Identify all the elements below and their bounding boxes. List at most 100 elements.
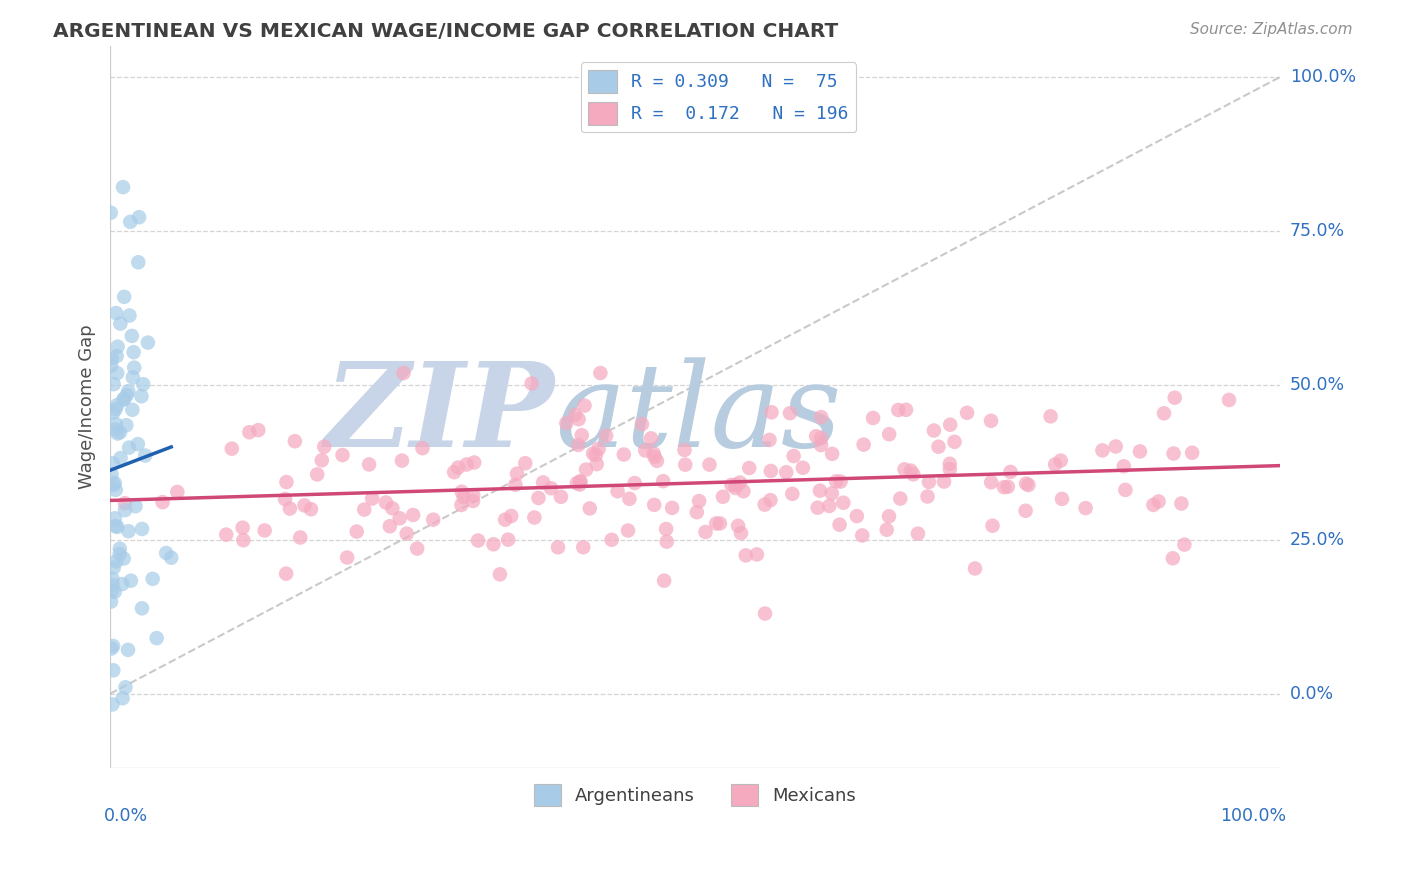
Point xyxy=(232,521,254,535)
Point xyxy=(997,480,1019,494)
Point xyxy=(655,534,678,549)
Point xyxy=(980,475,1002,490)
Point xyxy=(278,501,301,516)
Point xyxy=(939,462,962,476)
Point xyxy=(643,498,665,512)
Point xyxy=(100,359,122,373)
Point xyxy=(247,423,270,437)
Point xyxy=(221,442,243,456)
Point xyxy=(652,474,675,488)
Point xyxy=(724,478,747,492)
Point xyxy=(613,448,636,462)
Point xyxy=(111,577,134,591)
Point xyxy=(540,481,562,495)
Point xyxy=(104,511,127,525)
Point xyxy=(422,513,444,527)
Point xyxy=(391,453,413,467)
Point xyxy=(851,528,873,542)
Text: 50.0%: 50.0% xyxy=(1289,376,1346,394)
Point xyxy=(114,503,136,517)
Point xyxy=(346,524,368,539)
Point xyxy=(112,180,135,194)
Point xyxy=(105,554,128,568)
Point xyxy=(100,641,122,656)
Point xyxy=(1049,453,1071,467)
Point xyxy=(450,498,472,512)
Point xyxy=(852,437,875,451)
Point xyxy=(574,399,596,413)
Point xyxy=(695,524,717,539)
Point xyxy=(1147,494,1170,508)
Point xyxy=(1161,551,1184,566)
Point xyxy=(830,475,852,489)
Point xyxy=(155,546,177,560)
Point xyxy=(110,317,132,331)
Point xyxy=(467,533,489,548)
Point xyxy=(1181,446,1204,460)
Point xyxy=(1015,476,1038,491)
Point xyxy=(709,516,731,531)
Point xyxy=(120,574,142,588)
Point xyxy=(1173,538,1195,552)
Point xyxy=(103,405,125,419)
Point xyxy=(311,453,333,467)
Point xyxy=(101,572,124,586)
Point xyxy=(105,398,128,412)
Point xyxy=(745,548,768,562)
Text: ARGENTINEAN VS MEXICAN WAGE/INCOME GAP CORRELATION CHART: ARGENTINEAN VS MEXICAN WAGE/INCOME GAP C… xyxy=(53,22,838,41)
Point xyxy=(127,255,149,269)
Point xyxy=(122,360,145,375)
Point xyxy=(655,522,678,536)
Point xyxy=(101,578,124,592)
Point xyxy=(100,351,122,366)
Point xyxy=(578,501,600,516)
Point xyxy=(120,215,142,229)
Point xyxy=(1218,392,1240,407)
Point xyxy=(661,500,683,515)
Point xyxy=(121,329,143,343)
Point xyxy=(564,408,586,422)
Point xyxy=(889,491,911,506)
Point xyxy=(112,551,135,566)
Point xyxy=(956,406,979,420)
Point xyxy=(821,447,844,461)
Point xyxy=(388,511,411,525)
Point xyxy=(900,464,922,478)
Point xyxy=(117,643,139,657)
Point xyxy=(463,488,485,502)
Point xyxy=(699,458,721,472)
Point xyxy=(395,526,418,541)
Point xyxy=(779,406,801,420)
Point xyxy=(555,416,578,430)
Point xyxy=(585,448,607,462)
Point xyxy=(645,454,668,468)
Point xyxy=(112,392,135,406)
Point xyxy=(127,437,149,451)
Point xyxy=(456,458,478,472)
Point xyxy=(105,306,128,320)
Point xyxy=(132,377,155,392)
Point xyxy=(810,431,832,445)
Point xyxy=(101,456,124,470)
Point xyxy=(623,476,645,491)
Point xyxy=(104,483,127,497)
Point xyxy=(652,574,675,588)
Point xyxy=(818,499,841,513)
Point xyxy=(117,524,139,539)
Point xyxy=(617,524,640,538)
Point xyxy=(568,412,591,426)
Point xyxy=(494,513,516,527)
Point xyxy=(276,475,298,489)
Point xyxy=(640,431,662,445)
Text: 100.0%: 100.0% xyxy=(1220,807,1286,825)
Point xyxy=(103,477,125,491)
Point xyxy=(588,442,610,456)
Point xyxy=(568,477,591,491)
Point xyxy=(759,493,782,508)
Text: atlas: atlas xyxy=(555,357,841,472)
Point xyxy=(1170,496,1192,510)
Point xyxy=(103,663,125,677)
Point xyxy=(124,500,146,514)
Point xyxy=(531,475,554,490)
Point xyxy=(688,494,710,508)
